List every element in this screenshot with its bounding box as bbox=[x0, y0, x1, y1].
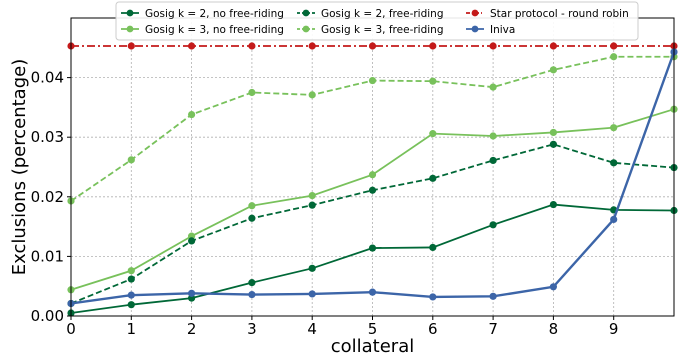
data-point bbox=[429, 174, 437, 182]
x-axis-label: collateral bbox=[331, 336, 415, 357]
legend: Gosig k = 2, no free-riding Gosig k = 2, … bbox=[115, 1, 639, 41]
data-point bbox=[549, 140, 558, 148]
data-point bbox=[188, 110, 196, 119]
legend-box bbox=[115, 1, 639, 41]
x-tick-label: 5 bbox=[368, 320, 378, 338]
data-point bbox=[610, 53, 618, 61]
legend-label: Gosig k = 3, free-riding bbox=[321, 24, 444, 36]
legend-swatch-marker bbox=[471, 9, 479, 17]
legend-swatch-marker bbox=[302, 25, 310, 33]
x-tick-label: 7 bbox=[488, 320, 498, 338]
legend-item: Gosig k = 2, free-riding bbox=[297, 8, 444, 20]
legend-item: Gosig k = 3, no free-riding bbox=[121, 24, 284, 36]
data-point bbox=[489, 132, 497, 140]
data-point bbox=[610, 42, 618, 50]
x-tick-label: 1 bbox=[127, 320, 137, 338]
series-lines bbox=[67, 42, 678, 317]
data-point bbox=[368, 42, 377, 50]
data-point bbox=[127, 156, 135, 164]
legend-swatch-marker bbox=[302, 9, 310, 17]
data-point bbox=[127, 301, 135, 309]
data-point bbox=[308, 42, 316, 50]
y-tick-label: 0.01 bbox=[31, 247, 64, 265]
data-point bbox=[429, 42, 437, 50]
data-point bbox=[489, 83, 497, 91]
data-point bbox=[429, 293, 437, 301]
data-point bbox=[188, 237, 196, 245]
series-4 bbox=[67, 42, 678, 50]
legend-item: Iniva bbox=[466, 24, 515, 36]
data-point bbox=[368, 244, 377, 252]
data-point bbox=[248, 290, 256, 299]
data-point bbox=[489, 221, 497, 229]
x-tick-label: 9 bbox=[609, 320, 619, 338]
data-point bbox=[549, 66, 558, 74]
legend-label: Gosig k = 2, free-riding bbox=[321, 8, 444, 20]
legend-label: Iniva bbox=[490, 24, 515, 36]
data-point bbox=[489, 156, 497, 165]
x-tick-label: 4 bbox=[307, 320, 317, 338]
y-tick-label: 0.00 bbox=[31, 307, 64, 325]
x-tick-label: 6 bbox=[428, 320, 438, 338]
data-point bbox=[308, 201, 316, 209]
x-tick-label: 0 bbox=[66, 320, 76, 338]
legend-item: Star protocol - round robin bbox=[466, 8, 629, 20]
legend-label: Star protocol - round robin bbox=[490, 8, 629, 20]
legend-swatch-marker bbox=[126, 25, 134, 33]
data-point bbox=[549, 283, 558, 291]
y-axis-label: Exclusions (percentage) bbox=[9, 59, 30, 275]
data-point bbox=[127, 291, 135, 299]
legend-item: Gosig k = 2, no free-riding bbox=[121, 8, 284, 20]
data-point bbox=[248, 88, 256, 97]
y-tick-label: 0.03 bbox=[31, 128, 64, 146]
data-point bbox=[188, 289, 196, 297]
data-point bbox=[549, 128, 558, 137]
data-point bbox=[549, 42, 558, 50]
legend-label: Gosig k = 2, no free-riding bbox=[145, 8, 284, 20]
series-2 bbox=[67, 140, 678, 308]
data-point bbox=[188, 42, 196, 50]
data-point bbox=[368, 171, 377, 179]
data-point bbox=[429, 77, 437, 85]
legend-swatch-marker bbox=[471, 25, 479, 33]
axis-ticks: 0 1 2 3 4 5 6 7 8 9 0.00 0.01 0.02 0.03 0.04 bbox=[31, 69, 619, 338]
data-point bbox=[368, 288, 377, 296]
legend-swatch-marker bbox=[126, 9, 134, 17]
data-point bbox=[549, 200, 558, 209]
legend-item: Gosig k = 3, free-riding bbox=[297, 24, 444, 36]
data-point bbox=[308, 290, 316, 298]
data-point bbox=[248, 214, 256, 222]
data-point bbox=[308, 91, 316, 99]
data-point bbox=[248, 279, 256, 287]
data-point bbox=[429, 130, 437, 138]
data-point bbox=[429, 243, 437, 252]
data-point bbox=[489, 42, 497, 50]
series-0 bbox=[67, 200, 678, 317]
data-point bbox=[308, 264, 316, 272]
x-tick-label: 8 bbox=[549, 320, 559, 338]
data-point bbox=[127, 42, 135, 50]
data-point bbox=[610, 215, 618, 224]
x-tick-label: 3 bbox=[247, 320, 257, 338]
data-point bbox=[127, 275, 135, 283]
legend-label: Gosig k = 3, no free-riding bbox=[145, 24, 284, 36]
data-point bbox=[610, 159, 618, 167]
data-point bbox=[610, 124, 618, 132]
y-tick-label: 0.04 bbox=[31, 69, 64, 87]
x-tick-label: 2 bbox=[187, 320, 197, 338]
y-tick-label: 0.02 bbox=[31, 188, 64, 206]
data-point bbox=[248, 42, 256, 50]
data-point bbox=[368, 186, 377, 194]
data-point bbox=[308, 192, 316, 200]
data-point bbox=[489, 292, 497, 300]
data-point bbox=[127, 267, 135, 275]
data-point bbox=[368, 76, 377, 85]
data-point bbox=[248, 202, 256, 210]
series-5 bbox=[67, 48, 678, 308]
